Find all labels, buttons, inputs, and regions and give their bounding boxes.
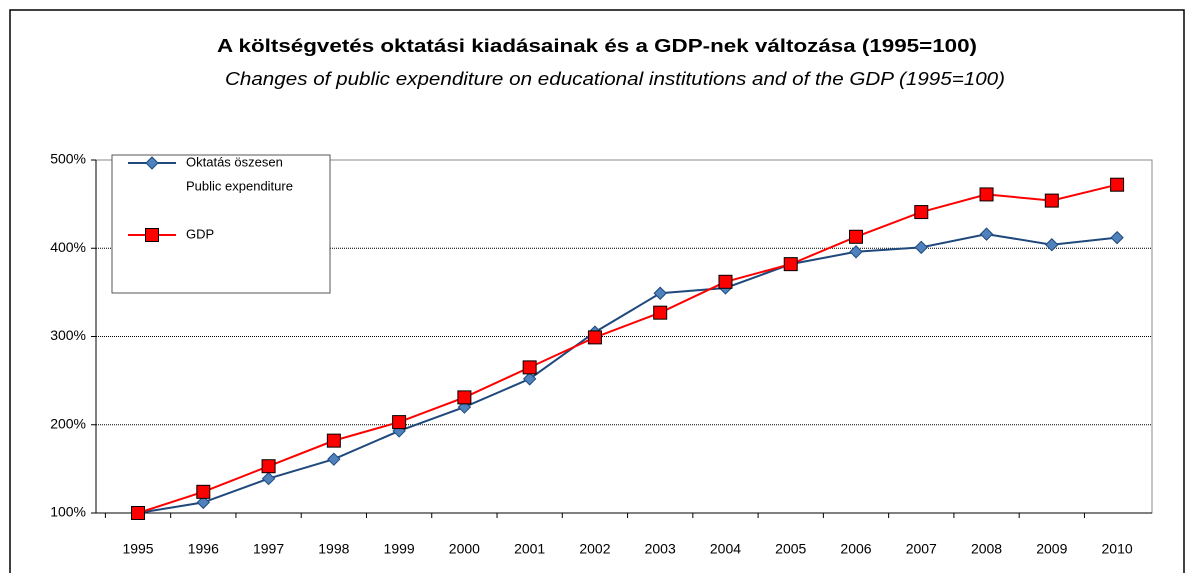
x-tick-label: 2006 bbox=[840, 541, 871, 557]
y-tick-label: 500% bbox=[50, 151, 86, 167]
marker bbox=[131, 506, 146, 520]
marker bbox=[914, 240, 928, 255]
chart-title: A költségvetés oktatási kiadásainak és a… bbox=[217, 36, 977, 56]
marker bbox=[261, 471, 276, 486]
marker bbox=[783, 257, 798, 272]
x-tick-label: 2004 bbox=[710, 541, 741, 557]
marker bbox=[145, 228, 159, 242]
x-tick-label: 1997 bbox=[253, 541, 284, 557]
marker bbox=[587, 330, 602, 345]
legend-label: Oktatás öszesen bbox=[186, 154, 283, 169]
marker bbox=[145, 156, 159, 170]
marker bbox=[914, 205, 929, 220]
series-line bbox=[137, 233, 1118, 514]
marker bbox=[261, 459, 276, 474]
y-tick-label: 300% bbox=[50, 327, 86, 343]
marker bbox=[196, 495, 211, 510]
x-tick-label: 2009 bbox=[1036, 541, 1067, 557]
x-tick-label: 2002 bbox=[579, 541, 610, 557]
marker bbox=[326, 433, 341, 448]
marker bbox=[1045, 238, 1059, 252]
series-line bbox=[137, 183, 1118, 514]
marker bbox=[1044, 193, 1059, 208]
marker bbox=[196, 484, 211, 499]
marker bbox=[849, 229, 864, 244]
marker bbox=[653, 286, 667, 300]
marker bbox=[522, 372, 537, 386]
x-tick-label: 2003 bbox=[645, 541, 676, 557]
x-tick-label: 1998 bbox=[318, 541, 349, 557]
marker bbox=[1110, 177, 1125, 192]
chart-subtitle: Changes of public expenditure on educati… bbox=[225, 69, 1005, 89]
x-tick-label: 1996 bbox=[188, 541, 219, 557]
y-tick-label: 200% bbox=[50, 415, 86, 431]
chart-frame bbox=[9, 9, 1185, 578]
x-tick-label: 2000 bbox=[449, 541, 480, 557]
legend-label: Public expenditure bbox=[186, 178, 293, 193]
marker bbox=[457, 390, 472, 405]
marker bbox=[392, 415, 407, 430]
x-tick-label: 2010 bbox=[1102, 541, 1133, 557]
x-tick-label: 1995 bbox=[122, 541, 153, 557]
marker bbox=[522, 360, 537, 375]
marker bbox=[1110, 230, 1124, 245]
x-tick-label: 2007 bbox=[906, 541, 937, 557]
marker bbox=[849, 245, 863, 259]
marker bbox=[653, 305, 668, 320]
marker bbox=[979, 227, 994, 241]
legend bbox=[111, 154, 331, 294]
y-tick-label: 400% bbox=[50, 239, 86, 255]
marker bbox=[327, 452, 341, 466]
marker bbox=[718, 274, 733, 289]
x-tick-label: 2001 bbox=[514, 541, 545, 557]
legend-label: GDP bbox=[186, 226, 214, 241]
y-tick-label: 100% bbox=[50, 504, 86, 520]
x-tick-label: 2008 bbox=[971, 541, 1002, 557]
x-tick-label: 2005 bbox=[775, 541, 806, 557]
marker bbox=[979, 187, 994, 202]
x-tick-label: 1999 bbox=[384, 541, 415, 557]
